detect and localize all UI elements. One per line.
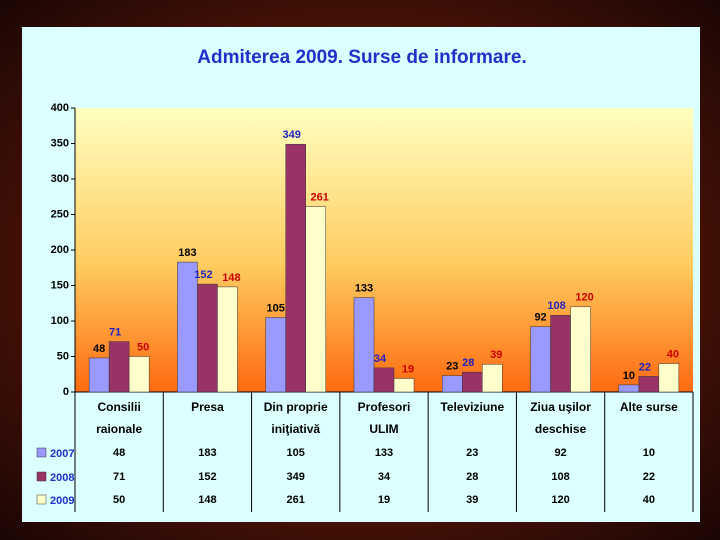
x-tick-label: Presa bbox=[191, 400, 224, 414]
bar bbox=[353, 297, 375, 393]
table-cell: 48 bbox=[113, 447, 125, 459]
table-cell: 71 bbox=[113, 471, 125, 483]
x-tick-label: Din proprie iniţiativă bbox=[263, 400, 328, 436]
legend-label: 2009 bbox=[50, 495, 74, 507]
table-cell: 39 bbox=[466, 494, 478, 506]
bar bbox=[658, 363, 680, 393]
x-tick-label: Consilii raionale bbox=[96, 400, 143, 436]
y-tick-label: 350 bbox=[51, 137, 69, 149]
bar bbox=[570, 306, 591, 393]
y-tick-label: 50 bbox=[57, 350, 69, 362]
bar bbox=[197, 283, 218, 393]
table-cell: 34 bbox=[378, 471, 391, 483]
table-cell: 19 bbox=[378, 494, 390, 506]
table-cell: 92 bbox=[554, 447, 566, 459]
data-label: 22 bbox=[639, 361, 651, 373]
bar bbox=[618, 384, 640, 393]
y-tick-label: 0 bbox=[63, 386, 69, 398]
data-label: 148 bbox=[222, 272, 240, 284]
data-label: 261 bbox=[311, 192, 329, 204]
table-cell: 23 bbox=[466, 447, 478, 459]
data-label: 28 bbox=[462, 357, 474, 369]
table-cell: 28 bbox=[466, 471, 478, 483]
data-label: 39 bbox=[490, 349, 502, 361]
data-label: 349 bbox=[283, 129, 301, 141]
bar bbox=[638, 376, 660, 393]
data-label: 108 bbox=[547, 300, 565, 312]
data-label: 10 bbox=[623, 370, 635, 382]
legend-label: 2008 bbox=[50, 472, 74, 484]
bar bbox=[265, 317, 286, 393]
chart-title: Admiterea 2009. Surse de informare. bbox=[197, 47, 526, 68]
bar bbox=[462, 371, 483, 393]
data-label: 152 bbox=[194, 269, 212, 281]
legend-swatch bbox=[36, 471, 47, 482]
y-tick-label: 150 bbox=[51, 279, 69, 291]
x-tick-label: Profesori ULIM bbox=[357, 400, 411, 436]
legend-label: 2007 bbox=[50, 448, 74, 460]
table-cell: 10 bbox=[643, 447, 655, 459]
data-label: 92 bbox=[534, 312, 546, 324]
bar bbox=[88, 357, 110, 393]
bar bbox=[128, 356, 150, 393]
data-label: 120 bbox=[575, 292, 593, 304]
x-tick-label: Alte surse bbox=[619, 400, 678, 414]
data-label: 183 bbox=[178, 247, 196, 259]
data-label: 34 bbox=[374, 353, 387, 365]
y-tick-label: 400 bbox=[51, 102, 69, 114]
bar bbox=[373, 367, 395, 393]
table-cell: 261 bbox=[287, 494, 305, 506]
bar bbox=[550, 315, 571, 393]
bar bbox=[442, 375, 463, 393]
data-label: 23 bbox=[446, 361, 458, 373]
table-cell: 120 bbox=[551, 494, 569, 506]
y-tick-label: 100 bbox=[51, 315, 69, 327]
bar bbox=[285, 143, 306, 393]
table-cell: 105 bbox=[287, 447, 305, 459]
y-tick-label: 300 bbox=[51, 173, 69, 185]
table-cell: 349 bbox=[287, 471, 305, 483]
table-cell: 40 bbox=[643, 494, 655, 506]
table-cell: 152 bbox=[198, 471, 216, 483]
data-label: 50 bbox=[137, 341, 149, 353]
legend-swatch bbox=[36, 447, 47, 458]
bar bbox=[482, 364, 503, 393]
y-tick-label: 200 bbox=[51, 244, 69, 256]
bar bbox=[305, 206, 326, 393]
legend-swatch bbox=[36, 494, 47, 505]
bar bbox=[217, 286, 238, 393]
bar bbox=[177, 261, 198, 393]
table-cell: 133 bbox=[375, 447, 393, 459]
data-label: 133 bbox=[355, 282, 373, 294]
data-label: 105 bbox=[267, 302, 285, 314]
data-label: 19 bbox=[402, 363, 414, 375]
table-cell: 22 bbox=[643, 471, 655, 483]
table-cell: 108 bbox=[551, 471, 569, 483]
table-cell: 148 bbox=[198, 494, 216, 506]
data-label: 48 bbox=[93, 343, 105, 355]
table-cell: 183 bbox=[198, 447, 216, 459]
bar bbox=[393, 378, 415, 393]
x-tick-label: Ziua uşilor deschise bbox=[530, 400, 591, 436]
plot-area bbox=[75, 108, 693, 392]
bar bbox=[530, 326, 551, 393]
x-tick-label: Televiziune bbox=[440, 400, 505, 414]
data-label: 71 bbox=[109, 326, 121, 338]
table-cell: 50 bbox=[113, 494, 125, 506]
bar bbox=[108, 341, 130, 393]
data-label: 40 bbox=[667, 349, 679, 361]
y-tick-label: 250 bbox=[51, 208, 69, 220]
